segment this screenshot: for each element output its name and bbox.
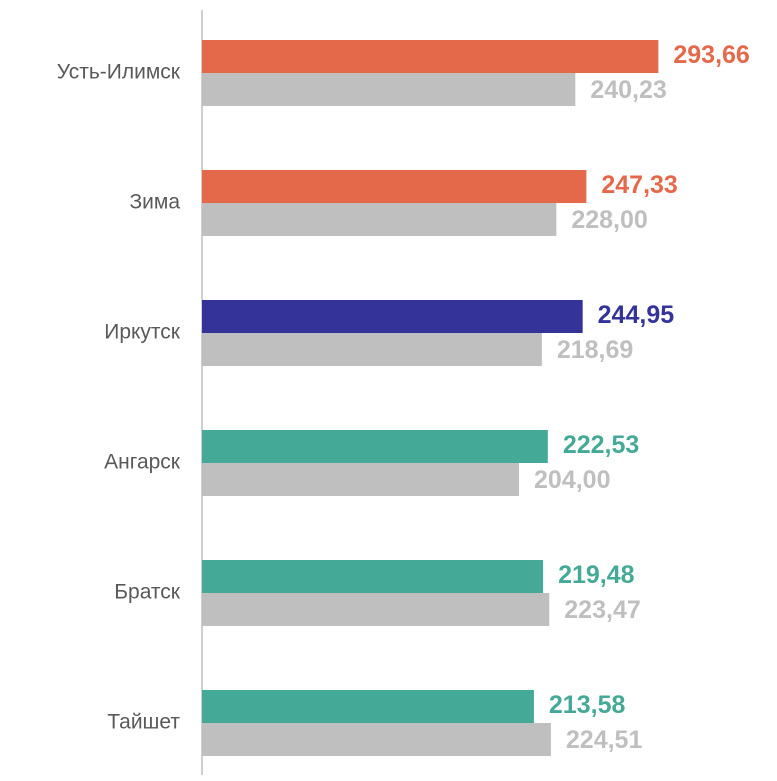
bar xyxy=(202,690,534,723)
value-label: 293,66 xyxy=(673,41,749,69)
bar xyxy=(202,723,551,756)
value-label: 218,69 xyxy=(557,336,633,364)
bar xyxy=(202,73,576,106)
bar xyxy=(202,463,520,496)
value-label: 213,58 xyxy=(549,691,626,719)
bar xyxy=(202,430,548,463)
bar xyxy=(202,170,587,203)
value-label: 228,00 xyxy=(571,206,647,234)
category-label: Иркутск xyxy=(104,321,181,344)
value-label: 244,95 xyxy=(598,301,675,329)
value-label: 204,00 xyxy=(534,466,610,494)
bar xyxy=(202,40,659,73)
value-label: 219,48 xyxy=(558,561,635,589)
category-label: Ангарск xyxy=(104,451,181,474)
value-label: 223,47 xyxy=(564,596,640,624)
value-label: 224,51 xyxy=(566,726,643,754)
category-label: Братск xyxy=(114,581,181,604)
category-label: Зима xyxy=(129,191,180,214)
bar xyxy=(202,333,542,366)
category-label: Усть-Илимск xyxy=(57,61,181,84)
value-label: 222,53 xyxy=(563,431,639,459)
bar xyxy=(202,593,550,626)
category-label: Тайшет xyxy=(107,711,180,734)
value-label: 240,23 xyxy=(590,76,666,104)
bar xyxy=(202,300,583,333)
value-label: 247,33 xyxy=(601,171,677,199)
bar xyxy=(202,560,544,593)
bar xyxy=(202,203,557,236)
